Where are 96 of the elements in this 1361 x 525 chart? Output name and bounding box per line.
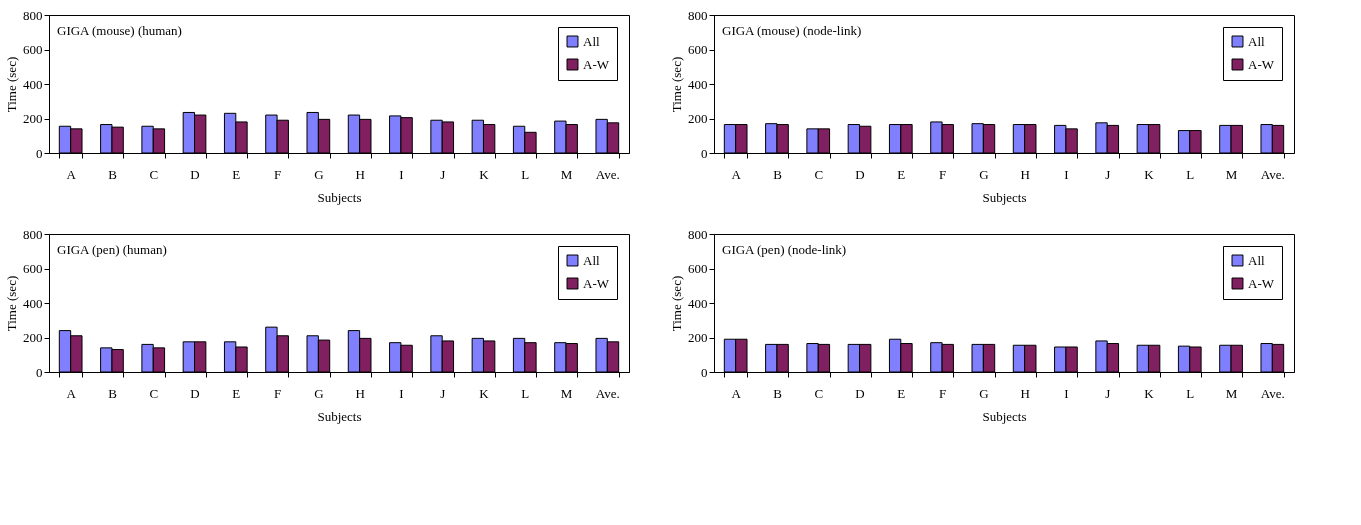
x-tick-label: F bbox=[938, 385, 947, 401]
x-tick-label: H bbox=[355, 166, 365, 182]
x-axis-title: Subjects bbox=[317, 189, 362, 205]
x-tick-label: K bbox=[479, 385, 490, 401]
x-tick-label: G bbox=[979, 385, 989, 401]
y-tick-label: 600 bbox=[688, 261, 708, 276]
x-tick-label: I bbox=[399, 166, 404, 182]
x-tick-label: A bbox=[66, 166, 77, 182]
x-tick-label: Ave. bbox=[595, 385, 620, 401]
x-tick-label: M bbox=[560, 166, 573, 182]
legend-label: All bbox=[583, 252, 600, 268]
legend-label: A-W bbox=[1248, 275, 1275, 291]
text: GIGA (pen) (node-link) bbox=[722, 242, 847, 257]
x-tick-label: E bbox=[232, 166, 241, 182]
x-tick-label: J bbox=[440, 166, 446, 182]
legend-label: A-W bbox=[583, 56, 610, 72]
x-tick-label: L bbox=[521, 385, 530, 401]
text: GIGA (mouse) (human) bbox=[57, 23, 182, 38]
x-tick-label: H bbox=[1020, 166, 1030, 182]
x-tick-label: Ave. bbox=[1260, 166, 1285, 182]
x-tick-label: A bbox=[731, 166, 742, 182]
x-tick-label: C bbox=[814, 166, 824, 182]
x-tick-label: B bbox=[108, 166, 118, 182]
x-tick-label: I bbox=[1064, 385, 1069, 401]
x-tick-label: D bbox=[190, 166, 200, 182]
x-tick-label: E bbox=[232, 385, 241, 401]
x-tick-label: B bbox=[773, 166, 783, 182]
x-tick-label: F bbox=[938, 166, 947, 182]
x-tick-label: C bbox=[814, 385, 824, 401]
x-tick-label: B bbox=[108, 385, 118, 401]
y-tick-label: 0 bbox=[701, 145, 708, 161]
x-tick-label: C bbox=[149, 385, 159, 401]
x-tick-label: H bbox=[355, 385, 365, 401]
text: GIGA (mouse) (node-link) bbox=[722, 23, 862, 38]
y-tick-label: 0 bbox=[701, 364, 708, 380]
y-axis-title: Time (sec) bbox=[4, 275, 19, 332]
legend-label: All bbox=[1248, 33, 1265, 49]
legend-label: All bbox=[1248, 252, 1265, 268]
x-tick-label: M bbox=[1225, 385, 1238, 401]
x-tick-label: M bbox=[560, 385, 573, 401]
legend-label: A-W bbox=[583, 275, 610, 291]
x-tick-label: E bbox=[897, 385, 906, 401]
y-tick-label: 400 bbox=[23, 295, 43, 311]
x-tick-label: A bbox=[66, 385, 77, 401]
x-tick-label: H bbox=[1020, 385, 1030, 401]
x-tick-label: G bbox=[314, 385, 324, 401]
y-tick-label: 600 bbox=[688, 42, 708, 57]
x-tick-label: L bbox=[1186, 166, 1195, 182]
x-axis-title: Subjects bbox=[982, 189, 1027, 205]
y-tick-label: 200 bbox=[688, 111, 708, 126]
x-tick-label: B bbox=[773, 385, 783, 401]
x-tick-label: K bbox=[1144, 385, 1155, 401]
y-tick-label: 800 bbox=[23, 226, 43, 242]
y-tick-label: 400 bbox=[688, 76, 708, 92]
x-tick-label: L bbox=[521, 166, 530, 182]
x-tick-label: C bbox=[149, 166, 159, 182]
y-axis-title: Time (sec) bbox=[669, 275, 684, 332]
x-tick-label: D bbox=[190, 385, 200, 401]
legend-label: A-W bbox=[1248, 56, 1275, 72]
x-tick-label: K bbox=[479, 166, 490, 182]
x-tick-label: E bbox=[897, 166, 906, 182]
y-axis-title: Time (sec) bbox=[669, 56, 684, 113]
x-tick-label: I bbox=[1064, 166, 1069, 182]
y-tick-label: 400 bbox=[688, 295, 708, 311]
x-tick-label: J bbox=[440, 385, 446, 401]
y-tick-label: 0 bbox=[36, 145, 43, 161]
y-axis-title: Time (sec) bbox=[4, 56, 19, 113]
y-tick-label: 600 bbox=[23, 42, 43, 57]
y-tick-label: 400 bbox=[23, 76, 43, 92]
x-tick-label: L bbox=[1186, 385, 1195, 401]
y-tick-label: 200 bbox=[23, 330, 43, 345]
x-axis-title: Subjects bbox=[982, 408, 1027, 424]
x-tick-label: F bbox=[273, 166, 282, 182]
text: GIGA (pen) (human) bbox=[57, 242, 167, 257]
y-tick-label: 800 bbox=[23, 7, 43, 23]
x-tick-label: Ave. bbox=[1260, 385, 1285, 401]
x-tick-label: M bbox=[1225, 166, 1238, 182]
x-tick-label: Ave. bbox=[595, 166, 620, 182]
y-tick-label: 200 bbox=[688, 330, 708, 345]
x-tick-label: I bbox=[399, 385, 404, 401]
x-tick-label: G bbox=[979, 166, 989, 182]
x-axis-title: Subjects bbox=[317, 408, 362, 424]
y-tick-label: 200 bbox=[23, 111, 43, 126]
y-tick-label: 600 bbox=[23, 261, 43, 276]
x-tick-label: J bbox=[1105, 385, 1111, 401]
x-tick-label: A bbox=[731, 385, 742, 401]
legend-label: All bbox=[583, 33, 600, 49]
x-tick-label: F bbox=[273, 385, 282, 401]
y-tick-label: 800 bbox=[688, 7, 708, 23]
x-tick-label: J bbox=[1105, 166, 1111, 182]
x-tick-label: D bbox=[855, 385, 865, 401]
y-tick-label: 800 bbox=[688, 226, 708, 242]
x-tick-label: K bbox=[1144, 166, 1155, 182]
y-tick-label: 0 bbox=[36, 364, 43, 380]
x-tick-label: G bbox=[314, 166, 324, 182]
x-tick-label: D bbox=[855, 166, 865, 182]
